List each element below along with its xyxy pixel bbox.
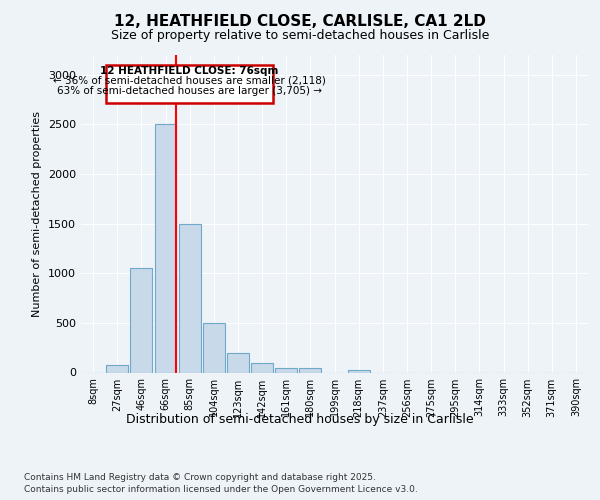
Bar: [106, 365, 128, 372]
Bar: [348, 370, 370, 372]
Text: Distribution of semi-detached houses by size in Carlisle: Distribution of semi-detached houses by …: [126, 412, 474, 426]
Text: 12, HEATHFIELD CLOSE, CARLISLE, CA1 2LD: 12, HEATHFIELD CLOSE, CARLISLE, CA1 2LD: [114, 14, 486, 29]
Text: Size of property relative to semi-detached houses in Carlisle: Size of property relative to semi-detach…: [111, 29, 489, 42]
Bar: [155, 124, 176, 372]
Bar: [130, 268, 152, 372]
Text: ← 36% of semi-detached houses are smaller (2,118): ← 36% of semi-detached houses are smalle…: [53, 76, 326, 86]
Bar: [203, 323, 224, 372]
Bar: [179, 224, 200, 372]
Text: Contains public sector information licensed under the Open Government Licence v3: Contains public sector information licen…: [24, 485, 418, 494]
Bar: [299, 368, 321, 372]
FancyBboxPatch shape: [106, 65, 273, 102]
Bar: [275, 368, 297, 372]
Bar: [227, 352, 249, 372]
Text: 63% of semi-detached houses are larger (3,705) →: 63% of semi-detached houses are larger (…: [57, 86, 322, 97]
Text: Contains HM Land Registry data © Crown copyright and database right 2025.: Contains HM Land Registry data © Crown c…: [24, 472, 376, 482]
Y-axis label: Number of semi-detached properties: Number of semi-detached properties: [32, 111, 43, 317]
Text: 12 HEATHFIELD CLOSE: 76sqm: 12 HEATHFIELD CLOSE: 76sqm: [100, 66, 279, 76]
Bar: [251, 362, 273, 372]
